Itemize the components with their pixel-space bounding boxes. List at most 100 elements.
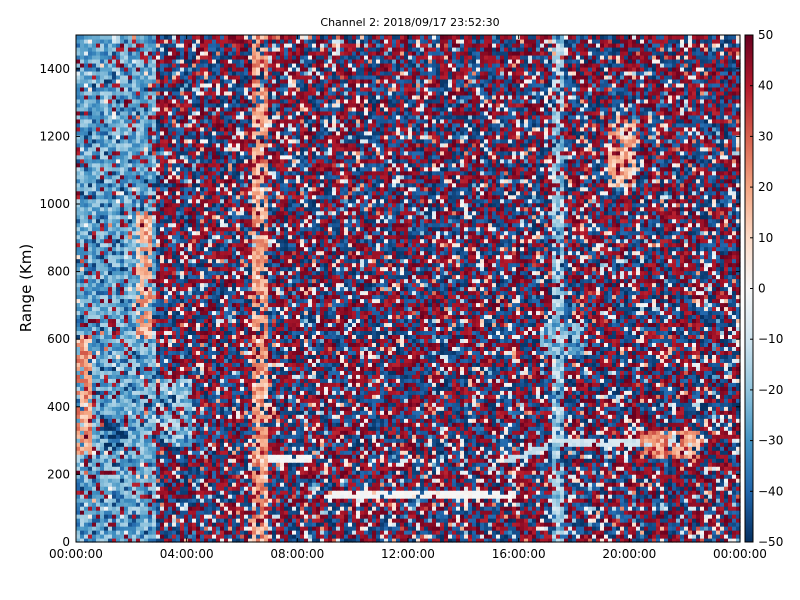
heatmap-cell bbox=[116, 490, 121, 495]
heatmap-cell bbox=[524, 478, 529, 483]
heatmap-cell bbox=[436, 494, 441, 499]
heatmap-cell bbox=[332, 466, 337, 471]
heatmap-cell bbox=[608, 430, 613, 435]
heatmap-cell bbox=[520, 430, 525, 435]
heatmap-cell bbox=[344, 478, 349, 483]
heatmap-cell bbox=[624, 522, 629, 527]
heatmap-cell bbox=[316, 506, 321, 511]
heatmap-cell bbox=[464, 430, 469, 435]
heatmap-cell bbox=[524, 442, 529, 447]
heatmap-cell bbox=[132, 446, 137, 451]
heatmap-cell bbox=[316, 442, 321, 447]
heatmap-cell bbox=[356, 446, 361, 451]
heatmap-cell bbox=[76, 502, 81, 507]
heatmap-cell bbox=[572, 450, 577, 455]
heatmap-cell bbox=[564, 466, 569, 471]
heatmap-cell bbox=[528, 462, 533, 467]
heatmap-cell bbox=[664, 478, 669, 483]
heatmap-cell bbox=[504, 422, 509, 427]
heatmap-cell bbox=[220, 502, 225, 507]
heatmap-cell bbox=[344, 522, 349, 527]
heatmap-cell bbox=[652, 530, 657, 535]
heatmap-cell bbox=[184, 506, 189, 511]
heatmap-cell bbox=[464, 534, 469, 539]
heatmap-cell bbox=[240, 462, 245, 467]
heatmap-cell bbox=[144, 446, 149, 451]
heatmap-cell bbox=[324, 498, 329, 503]
heatmap-cell bbox=[276, 478, 281, 483]
heatmap-cell bbox=[508, 526, 513, 531]
heatmap-cell bbox=[244, 470, 249, 475]
heatmap-cell bbox=[564, 470, 569, 475]
heatmap-cell bbox=[436, 514, 441, 519]
heatmap-cell bbox=[220, 446, 225, 451]
heatmap-cell bbox=[712, 438, 717, 443]
heatmap-cell bbox=[180, 518, 185, 523]
heatmap-cell bbox=[140, 490, 145, 495]
heatmap-cell bbox=[260, 490, 265, 495]
heatmap-cell bbox=[324, 474, 329, 479]
heatmap-cell bbox=[516, 486, 521, 491]
heatmap-cell bbox=[120, 478, 125, 483]
heatmap-cell bbox=[724, 538, 729, 543]
heatmap-cell bbox=[684, 442, 689, 447]
heatmap-cell bbox=[680, 534, 685, 539]
heatmap-cell bbox=[644, 502, 649, 507]
heatmap-cell bbox=[556, 482, 561, 487]
heatmap-cell bbox=[140, 450, 145, 455]
heatmap-cell bbox=[692, 490, 697, 495]
heatmap-cell bbox=[640, 434, 645, 439]
heatmap-cell bbox=[272, 534, 277, 539]
heatmap-cell bbox=[448, 506, 453, 511]
heatmap-cell bbox=[296, 450, 301, 455]
heatmap-cell bbox=[624, 470, 629, 475]
heatmap-cell bbox=[636, 486, 641, 491]
heatmap-cell bbox=[636, 538, 641, 543]
heatmap-cell bbox=[224, 486, 229, 491]
heatmap-cell bbox=[388, 462, 393, 467]
heatmap-cell bbox=[384, 458, 389, 463]
heatmap-cell bbox=[172, 502, 177, 507]
heatmap-cell bbox=[268, 530, 273, 535]
heatmap-cell bbox=[500, 490, 505, 495]
heatmap-cell bbox=[596, 510, 601, 515]
heatmap-cell bbox=[300, 538, 305, 543]
heatmap-cell bbox=[452, 486, 457, 491]
heatmap-cell bbox=[616, 462, 621, 467]
heatmap-cell bbox=[396, 446, 401, 451]
heatmap-cell bbox=[640, 458, 645, 463]
heatmap-cell bbox=[256, 422, 261, 427]
heatmap-cell bbox=[216, 470, 221, 475]
heatmap-cell bbox=[284, 534, 289, 539]
heatmap-cell bbox=[320, 446, 325, 451]
heatmap-cell bbox=[324, 518, 329, 523]
heatmap-cell bbox=[704, 438, 709, 443]
heatmap-cell bbox=[540, 470, 545, 475]
heatmap-cell bbox=[396, 454, 401, 459]
heatmap-cell bbox=[532, 526, 537, 531]
heatmap-cell bbox=[148, 446, 153, 451]
heatmap-cell bbox=[292, 426, 297, 431]
heatmap-cell bbox=[240, 486, 245, 491]
heatmap-cell bbox=[340, 482, 345, 487]
heatmap-cell bbox=[664, 458, 669, 463]
heatmap-cell bbox=[220, 486, 225, 491]
heatmap-cell bbox=[104, 446, 109, 451]
heatmap-cell bbox=[488, 486, 493, 491]
heatmap-cell bbox=[80, 418, 85, 423]
heatmap-cell bbox=[440, 502, 445, 507]
heatmap-cell bbox=[100, 482, 105, 487]
heatmap-cell bbox=[352, 534, 357, 539]
heatmap-cell bbox=[292, 526, 297, 531]
heatmap-cell bbox=[488, 430, 493, 435]
heatmap-cell bbox=[244, 474, 249, 479]
heatmap-cell bbox=[272, 482, 277, 487]
heatmap-cell bbox=[260, 506, 265, 511]
heatmap-cell bbox=[88, 458, 93, 463]
heatmap-cell bbox=[620, 478, 625, 483]
heatmap-cell bbox=[596, 506, 601, 511]
heatmap-cell bbox=[152, 482, 157, 487]
heatmap-cell bbox=[424, 534, 429, 539]
heatmap-cell bbox=[500, 430, 505, 435]
heatmap-cell bbox=[292, 474, 297, 479]
